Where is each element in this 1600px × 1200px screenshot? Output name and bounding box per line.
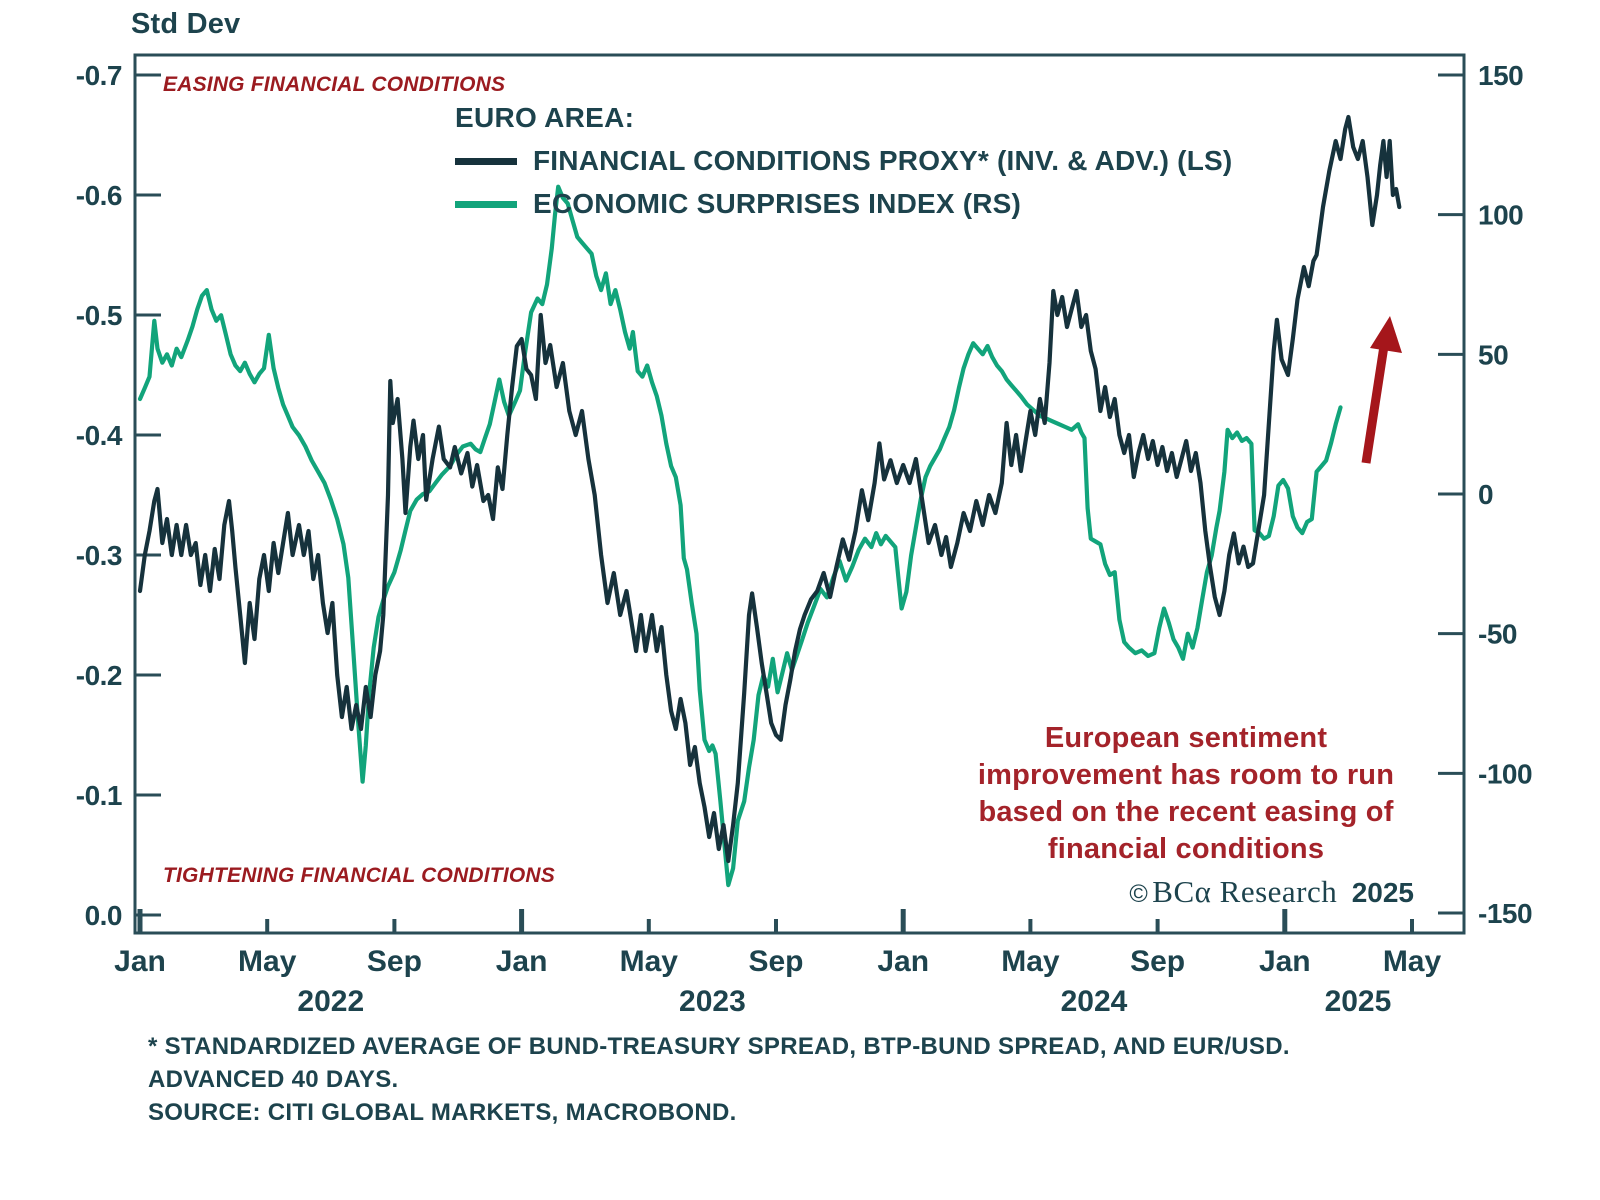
footnote-line: SOURCE: CITI GLOBAL MARKETS, MACROBOND. [148, 1099, 737, 1126]
x-axis-year-label: 2023 [679, 985, 746, 1018]
legend-item-fci: FINANCIAL CONDITIONS PROXY* (INV. & ADV.… [455, 145, 1232, 177]
x-axis-year-label: 2022 [297, 985, 364, 1018]
right-axis-tick-label: -150 [1478, 898, 1532, 929]
legend-label-esi: ECONOMIC SURPRISES INDEX (RS) [533, 188, 1022, 219]
right-axis-tick-label: 150 [1478, 60, 1523, 91]
left-axis-tick-label: -0.7 [76, 60, 122, 91]
copyright-icon: © [1129, 880, 1148, 908]
chart-legend: EURO AREA: FINANCIAL CONDITIONS PROXY* (… [455, 102, 1232, 220]
tightening-conditions-label: TIGHTENING FINANCIAL CONDITIONS [163, 864, 555, 887]
easing-conditions-label: EASING FINANCIAL CONDITIONS [163, 73, 506, 96]
left-axis-tick-label: -0.4 [76, 420, 123, 451]
x-axis-month-label: Jan [1259, 945, 1311, 978]
x-axis-month-label: May [1001, 945, 1060, 978]
right-axis-tick-label: -50 [1478, 619, 1517, 650]
left-axis-tick-label: -0.5 [76, 300, 122, 331]
x-axis-month-label: Jan [114, 945, 166, 978]
footnotes: * STANDARDIZED AVERAGE OF BUND-TREASURY … [148, 1030, 1290, 1129]
esi-line-swatch-icon [455, 200, 517, 208]
x-axis-month-label: May [620, 945, 679, 978]
x-axis-month-label: Sep [1130, 945, 1185, 978]
fci-series-line [137, 114, 1402, 864]
x-axis-month-label: May [238, 945, 297, 978]
up-arrow-shaft [1361, 345, 1389, 464]
right-axis-tick-label: -100 [1478, 758, 1532, 789]
footnote-line: ADVANCED 40 DAYS. [148, 1066, 399, 1093]
fci-line-swatch-icon [455, 157, 517, 165]
brand-logo: BCα Research [1152, 874, 1338, 909]
x-axis-year-label: 2024 [1061, 985, 1128, 1018]
left-axis-tick-label: 0.0 [85, 900, 122, 931]
left-axis-title: Std Dev [131, 8, 241, 40]
x-axis-month-label: Jan [496, 945, 548, 978]
x-axis-month-label: May [1383, 945, 1442, 978]
esi-series-line [137, 184, 1343, 888]
left-axis-tick-label: -0.6 [76, 180, 122, 211]
legend-title: EURO AREA: [455, 102, 635, 133]
copyright-year: 2025 [1351, 877, 1414, 908]
right-axis-tick-label: 0 [1478, 479, 1493, 510]
x-axis-month-label: Sep [367, 945, 422, 978]
right-axis-tick-label: 100 [1478, 200, 1523, 231]
x-axis-month-label: Sep [748, 945, 803, 978]
footnote-line: * STANDARDIZED AVERAGE OF BUND-TREASURY … [148, 1033, 1290, 1060]
legend-label-fci: FINANCIAL CONDITIONS PROXY* (INV. & ADV.… [533, 145, 1233, 176]
callout-text: European sentiment improvement has room t… [977, 722, 1395, 865]
legend-item-esi: ECONOMIC SURPRISES INDEX (RS) [455, 188, 1232, 220]
left-axis-tick-label: -0.3 [76, 540, 122, 571]
left-axis-tick-label: -0.2 [76, 660, 122, 691]
right-axis-tick-label: 50 [1478, 339, 1508, 370]
up-arrow-head-icon [1370, 316, 1402, 353]
left-axis-tick-label: -0.1 [76, 780, 122, 811]
x-axis-year-label: 2025 [1325, 985, 1392, 1018]
x-axis-month-label: Jan [877, 945, 929, 978]
copyright-line: © BCα Research 2025 [1000, 874, 1414, 910]
